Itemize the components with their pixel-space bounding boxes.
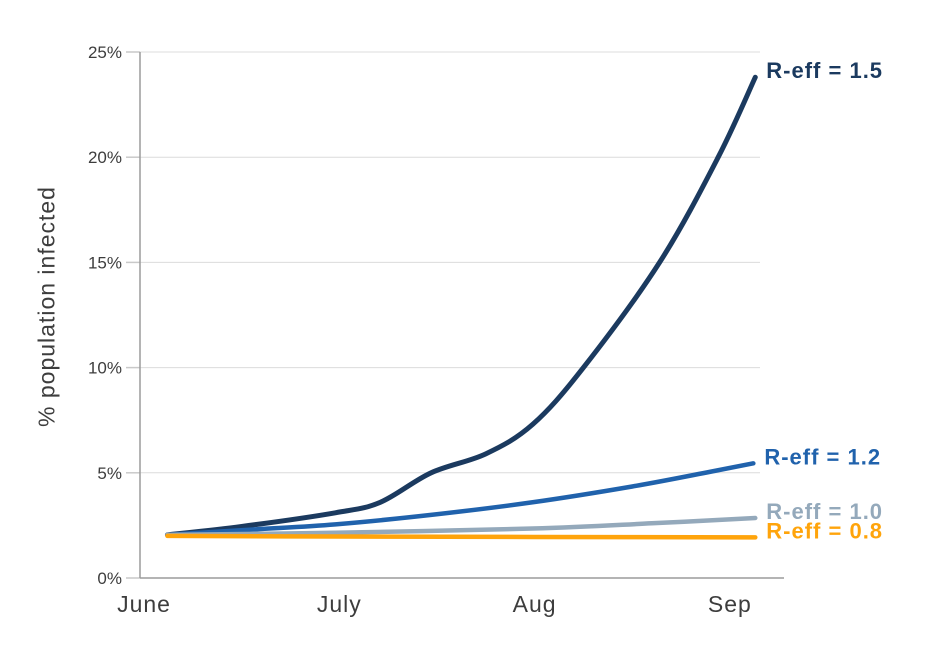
y-tick-label-10%: 10% [88, 359, 122, 378]
y-tick-label-0%: 0% [97, 569, 122, 588]
x-tick-label-Aug: Aug [513, 591, 557, 617]
series-line-reff-1.5 [164, 74, 758, 538]
series-line-reff-0.8 [165, 533, 758, 540]
x-tick-label-Sep: Sep [708, 591, 752, 617]
series-label-reff-1.0: R-eff = 1.0 [766, 499, 883, 524]
x-tick-label-July: July [317, 591, 362, 617]
y-tick-label-25%: 25% [88, 43, 122, 62]
y-tick-label-15%: 15% [88, 253, 122, 272]
y-tick-label-5%: 5% [97, 464, 122, 483]
series-label-reff-0.8: R-eff = 0.8 [766, 518, 883, 543]
series-label-reff-1.5: R-eff = 1.5 [766, 58, 883, 83]
x-tick-label-June: June [117, 591, 171, 617]
y-tick-label-20%: 20% [88, 148, 122, 167]
series-label-reff-1.2: R-eff = 1.2 [764, 444, 881, 469]
series-line-reff-1.2 [165, 461, 756, 538]
series-line-reff-1.0 [165, 515, 758, 538]
